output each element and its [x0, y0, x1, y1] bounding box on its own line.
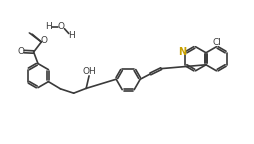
Text: OH: OH [83, 68, 97, 76]
Text: H: H [68, 31, 75, 40]
Text: methyl: methyl [27, 32, 32, 33]
Text: methyl: methyl [22, 30, 26, 31]
Text: Cl: Cl [212, 38, 221, 47]
Text: O: O [58, 22, 65, 31]
Text: N: N [178, 47, 186, 57]
Text: O: O [18, 47, 25, 56]
Text: H: H [45, 22, 52, 31]
Text: O: O [41, 36, 48, 45]
